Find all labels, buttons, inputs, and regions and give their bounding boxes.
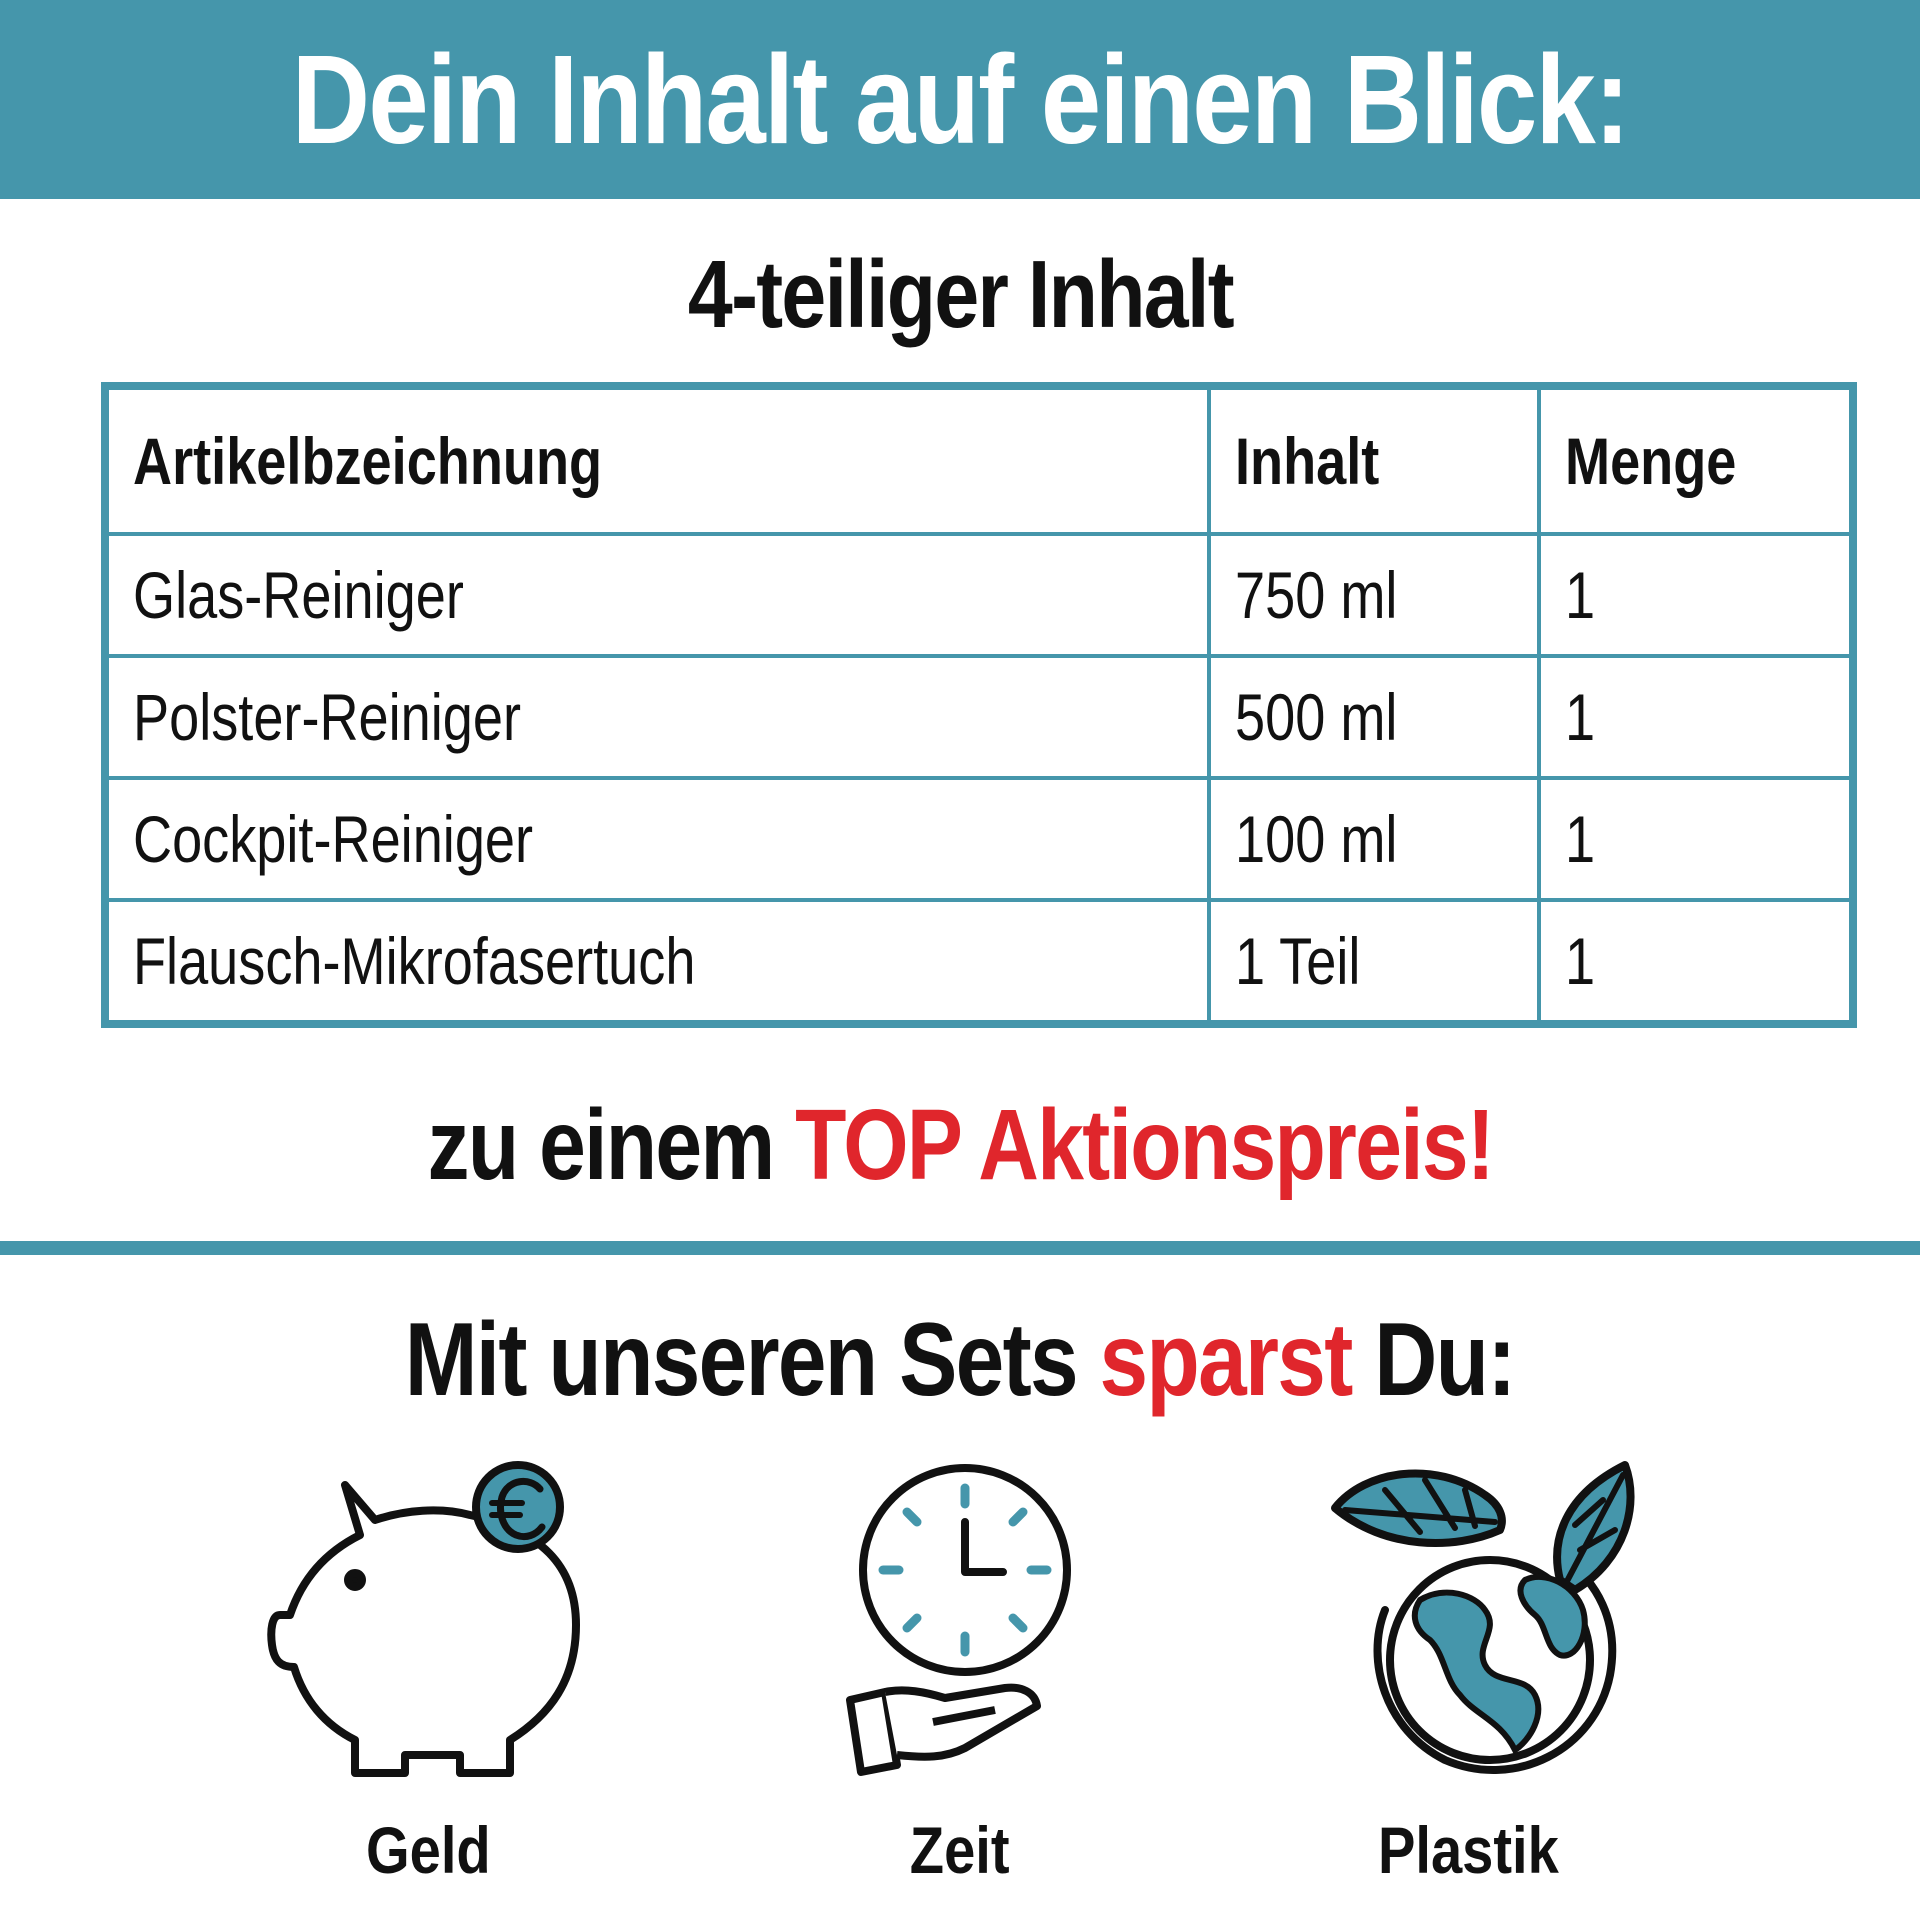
table-row: Glas-Reiniger 750 ml 1 — [103, 532, 1855, 658]
table-cell-article: Polster-Reiniger — [103, 654, 1211, 780]
promo-line: zu einem TOP Aktionspreis! — [0, 1088, 1920, 1203]
section-divider — [0, 1241, 1920, 1255]
clock-hand-icon — [845, 1460, 1085, 1780]
table-row: Flausch-Mikrofasertuch 1 Teil 1 — [103, 898, 1855, 1026]
table-cell-quantity: 1 — [1537, 776, 1855, 902]
piggy-bank-euro-icon — [260, 1455, 600, 1785]
table-cell-content: 1 Teil — [1207, 898, 1541, 1026]
contents-subtitle-text: 4-teiliger Inhalt — [687, 241, 1235, 348]
benefit-label-money: Geld — [365, 1813, 491, 1887]
table-cell-article: Flausch-Mikrofasertuch — [103, 898, 1211, 1026]
promo-highlight: TOP Aktionspreis! — [794, 1088, 1495, 1201]
promo-prefix: zu einem — [427, 1088, 795, 1201]
promo-text: zu einem TOP Aktionspreis! — [427, 1088, 1495, 1203]
contents-table: Artikelbzeichnung Inhalt Menge Glas-Rein… — [101, 382, 1857, 1028]
column-header-article: Artikelbzeichnung — [103, 384, 1211, 536]
table-cell-article: Glas-Reiniger — [103, 532, 1211, 658]
table-cell-article: Cockpit-Reiniger — [103, 776, 1211, 902]
benefit-label-time: Zeit — [910, 1813, 1010, 1887]
column-header-quantity: Menge — [1537, 384, 1855, 536]
table-cell-quantity: 1 — [1537, 532, 1855, 658]
table-cell-content: 750 ml — [1207, 532, 1541, 658]
table-cell-quantity: 1 — [1537, 898, 1855, 1026]
table-row: Polster-Reiniger 500 ml 1 — [103, 654, 1855, 780]
savings-heading: Mit unseren Sets sparst Du: — [0, 1302, 1920, 1418]
savings-suffix: Du: — [1351, 1301, 1516, 1418]
table-cell-content: 500 ml — [1207, 654, 1541, 780]
table-row: Cockpit-Reiniger 100 ml 1 — [103, 776, 1855, 902]
column-header-content: Inhalt — [1207, 384, 1541, 536]
contents-subtitle: 4-teiliger Inhalt — [0, 240, 1920, 350]
table-cell-quantity: 1 — [1537, 654, 1855, 780]
savings-prefix: Mit unseren Sets — [404, 1301, 1100, 1418]
table-header-row: Artikelbzeichnung Inhalt Menge — [103, 384, 1855, 536]
benefit-label-plastic: Plastik — [1377, 1813, 1559, 1887]
page-title: Dein Inhalt auf einen Blick: — [291, 29, 1630, 170]
savings-text: Mit unseren Sets sparst Du: — [404, 1301, 1517, 1420]
globe-leaves-icon — [1325, 1460, 1645, 1785]
table-cell-content: 100 ml — [1207, 776, 1541, 902]
savings-highlight: sparst — [1099, 1301, 1354, 1418]
header-banner: Dein Inhalt auf einen Blick: — [0, 0, 1920, 199]
